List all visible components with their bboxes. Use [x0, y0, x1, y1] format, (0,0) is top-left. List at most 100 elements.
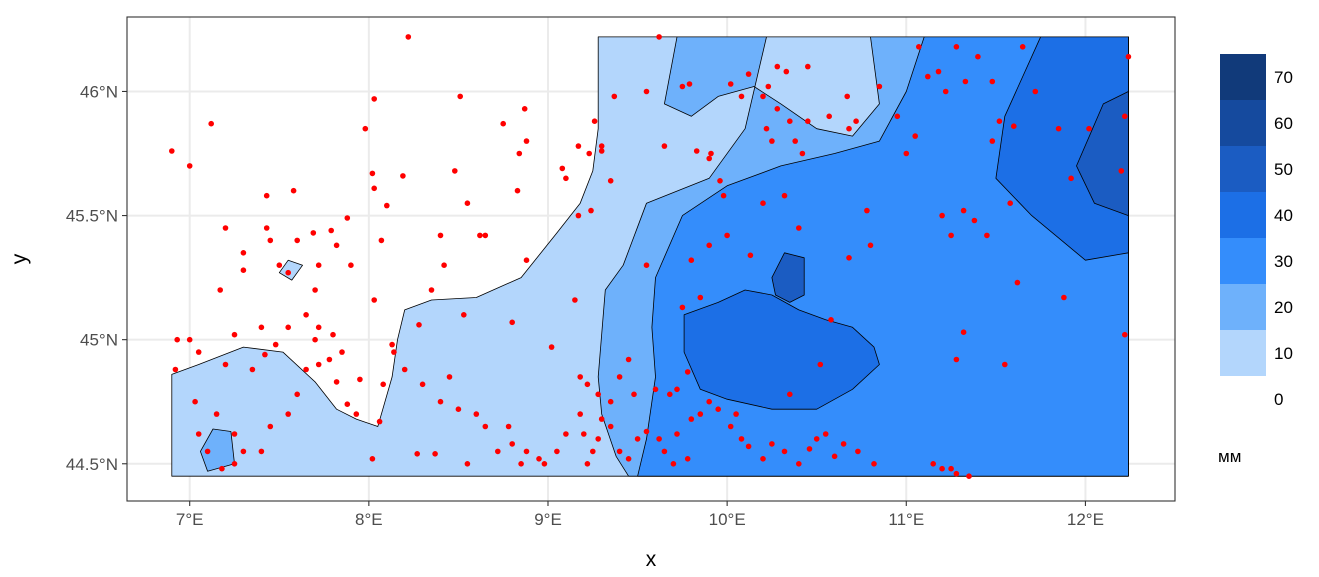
station-point [195, 431, 202, 437]
station-point [312, 287, 318, 293]
station-point [643, 88, 650, 95]
station-point [684, 369, 691, 375]
station-point [805, 63, 811, 70]
station-point [611, 93, 618, 100]
points-layer [169, 34, 1132, 480]
x-tick-label: 7°E [176, 510, 204, 529]
station-point [948, 465, 954, 472]
station-point [656, 34, 662, 40]
y-axis-title: y [8, 253, 31, 264]
station-point [371, 96, 378, 102]
station-point [541, 461, 548, 467]
station-point [1068, 175, 1074, 182]
legend-label: 70 [1274, 68, 1293, 87]
station-point [822, 431, 829, 437]
station-point [588, 207, 594, 214]
station-point [989, 78, 996, 85]
station-point [855, 448, 861, 455]
station-point [455, 406, 462, 413]
contour-band-50-60 [1076, 91, 1129, 217]
station-point [174, 336, 180, 343]
station-point [328, 227, 335, 234]
station-point [1125, 53, 1132, 60]
station-point [1122, 331, 1128, 338]
station-point [828, 317, 834, 323]
station-point [262, 351, 268, 358]
contour-band-50-60 [771, 252, 805, 303]
station-point [371, 297, 378, 303]
station-point [1014, 279, 1021, 286]
station-point [441, 262, 447, 269]
legend: 0 10 20 30 40 50 60 70 мм [1218, 54, 1293, 466]
station-point [876, 83, 883, 90]
station-point [577, 374, 583, 380]
station-point [416, 322, 422, 328]
station-point [763, 125, 770, 132]
x-tick-label: 10°E [709, 510, 746, 529]
station-point [826, 113, 832, 120]
station-point [679, 304, 686, 311]
station-point [693, 148, 700, 154]
station-point [432, 451, 438, 457]
station-point [930, 461, 936, 467]
station-point [446, 374, 453, 380]
station-point [482, 423, 489, 430]
station-point [330, 331, 336, 338]
station-point [267, 237, 274, 244]
station-point [971, 217, 978, 224]
legend-label: 60 [1274, 114, 1293, 133]
station-point [684, 456, 691, 462]
station-point [805, 118, 811, 124]
station-point [925, 73, 931, 80]
legend-swatches [1220, 54, 1266, 376]
station-point [903, 150, 910, 157]
x-tick-label: 9°E [534, 510, 562, 529]
legend-label: 40 [1274, 206, 1293, 225]
station-point [391, 349, 397, 355]
station-point [996, 118, 1003, 124]
station-point [263, 225, 270, 231]
station-point [240, 250, 247, 256]
station-point [796, 461, 802, 467]
station-point [285, 324, 292, 331]
station-point [362, 125, 369, 132]
station-point [706, 398, 712, 405]
station-point [656, 436, 662, 442]
station-point [563, 175, 569, 182]
station-point [631, 391, 637, 398]
station-point [369, 170, 376, 177]
station-point [344, 215, 351, 221]
station-point [708, 150, 714, 157]
station-point [461, 312, 467, 318]
station-point [984, 232, 990, 239]
station-point [575, 143, 582, 149]
station-point [258, 448, 265, 455]
station-point [521, 106, 528, 112]
station-point [607, 178, 614, 184]
station-point [799, 150, 806, 157]
station-point [733, 411, 739, 417]
station-point [781, 448, 788, 455]
panel-border [126, 16, 1176, 502]
legend-swatch [1220, 284, 1266, 330]
legend-title: мм [1218, 447, 1241, 466]
station-point [724, 232, 730, 239]
station-point [186, 336, 193, 343]
station-point [717, 178, 723, 184]
station-point [457, 93, 464, 100]
contour-band-40-50 [995, 36, 1129, 261]
station-point [787, 118, 793, 124]
station-point [369, 456, 376, 462]
station-point [670, 461, 677, 467]
legend-labels: 0 10 20 30 40 50 60 70 [1274, 68, 1293, 409]
station-point [1019, 44, 1026, 50]
station-point [315, 361, 322, 368]
station-point [796, 225, 802, 231]
station-point [285, 269, 292, 276]
y-tick-label: 45°N [80, 331, 118, 350]
station-point [509, 441, 515, 447]
station-point [500, 120, 507, 127]
x-axis: 7°E 8°E 9°E 10°E 11°E 12°E [176, 501, 1104, 529]
legend-label: 30 [1274, 252, 1293, 271]
station-point [1061, 294, 1067, 301]
